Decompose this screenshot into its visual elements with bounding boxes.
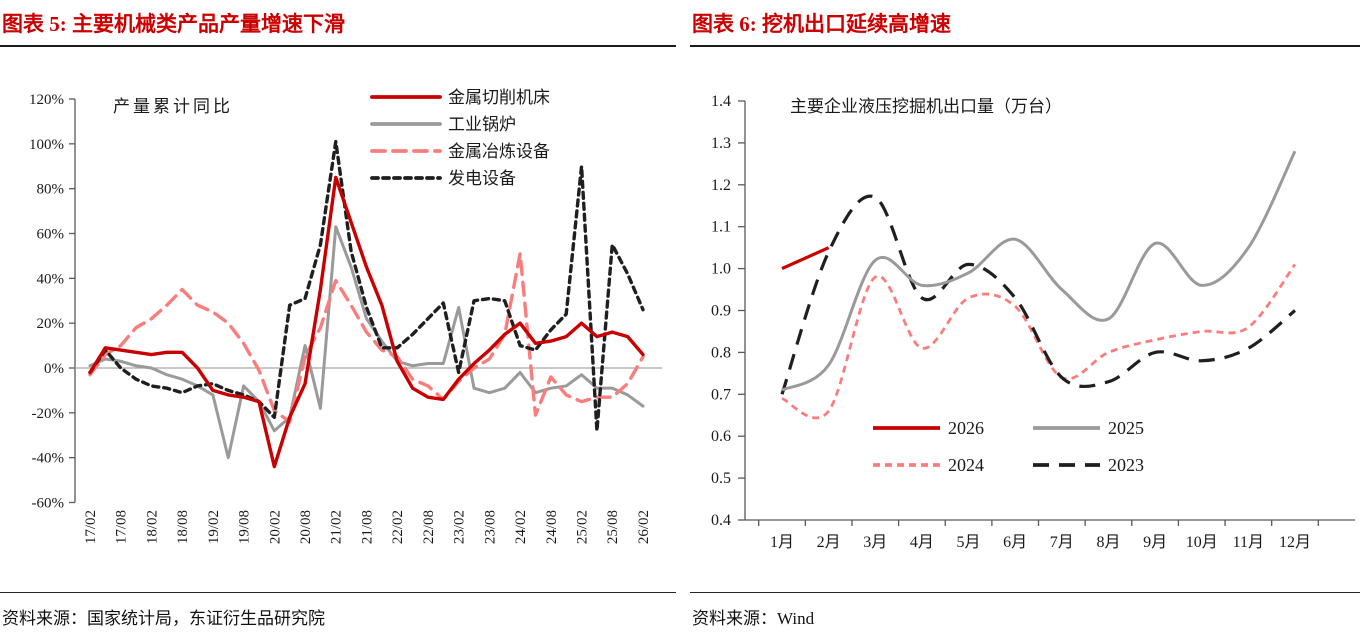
- fig6-x-tick-label: 8月: [1096, 534, 1120, 551]
- fig5-x-tick-label: 19/02: [206, 510, 222, 544]
- fig5-x-tick-label: 23/08: [482, 510, 498, 544]
- fig5-x-tick-label: 20/08: [298, 510, 314, 544]
- fig5-y-tick-label: 80%: [37, 182, 65, 198]
- fig5-y-tick-label: -40%: [32, 451, 65, 467]
- fig5-legend-label: 发电设备: [448, 169, 516, 188]
- fig6-series-0: [781, 246, 830, 271]
- fig6-x-tick-label: 4月: [910, 534, 934, 551]
- figure5-title: 图表 5: 主要机械类产品产量增速下滑: [2, 12, 345, 36]
- fig5-x-tick-label: 21/08: [359, 510, 375, 544]
- fig6-y-tick-label: 0.5: [711, 470, 731, 487]
- fig6-y-tick-label: 0.4: [711, 512, 731, 529]
- fig6-x-tick-label: 11月: [1233, 534, 1264, 551]
- fig6-x-tick-label: 2月: [817, 534, 841, 551]
- fig6-y-tick-label: 1.3: [711, 135, 731, 152]
- fig5-x-tick-label: 25/02: [575, 510, 591, 544]
- fig5-series-3: [88, 139, 645, 433]
- fig5-series-0: [88, 175, 645, 469]
- fig6-series-1: [781, 150, 1297, 392]
- fig6-x-tick-label: 1月: [770, 534, 794, 551]
- fig6-legend-label: 2025: [1108, 418, 1144, 438]
- fig6-x-tick-label: 12月: [1279, 534, 1311, 551]
- fig5-y-tick-label: 0%: [44, 361, 64, 377]
- fig6-legend-label: 2024: [948, 455, 984, 475]
- fig5-legend-label: 金属冶炼设备: [448, 142, 550, 161]
- figure5-chart: 120% 100% 80% 60% 40% 20% 0% -20% -40% -60% 17/02 1…: [29, 88, 662, 544]
- fig6-legend-item-2026: 2026: [873, 418, 984, 438]
- fig5-y-tick-label: -60%: [32, 496, 65, 512]
- fig5-y-tick-label: 40%: [37, 271, 65, 287]
- fig6-x-tick-label: 6月: [1003, 534, 1027, 551]
- figure6-title: 图表 6: 挖机出口延续高增速: [692, 12, 951, 36]
- fig5-x-tick-label: 24/08: [544, 510, 560, 544]
- fig6-legend-item-2025: 2025: [1033, 418, 1144, 438]
- fig5-x-tick-label: 18/08: [175, 510, 191, 544]
- fig6-y-tick-label: 1.2: [711, 177, 731, 194]
- fig5-x-tick-label: 18/02: [144, 510, 160, 544]
- fig6-legend-item-2024: 2024: [873, 455, 984, 475]
- fig5-legend-item-0: 金属切削机床: [370, 88, 550, 107]
- fig6-inner-title: 主要企业液压挖掘机出口量（万台）: [790, 97, 1062, 116]
- fig5-y-tick-label: 60%: [37, 226, 65, 242]
- figure6-chart: 1.4 1.3 1.2 1.1 1.0 0.9 0.8 0.7 0.6 0.5 0.4 1月 2月 3月 4…: [711, 93, 1355, 551]
- fig5-inner-title: 产量累计同比: [113, 97, 233, 116]
- fig5-x-tick-label: 17/02: [83, 510, 99, 544]
- fig5-y-tick-label: 120%: [29, 92, 64, 108]
- fig6-x-tick-label: 10月: [1186, 534, 1218, 551]
- fig5-y-tick-label: 100%: [29, 137, 64, 153]
- fig6-legend-label: 2026: [948, 418, 984, 438]
- fig5-x-tick-label: 17/08: [114, 510, 130, 544]
- fig5-x-tick-label: 20/02: [267, 510, 283, 544]
- fig5-legend-item-1: 工业锅炉: [370, 115, 516, 134]
- fig5-legend-item-3: 发电设备: [370, 169, 516, 188]
- fig6-series-2: [781, 263, 1297, 420]
- fig5-x-tick-label: 24/02: [513, 510, 529, 544]
- fig5-x-tick-label: 22/02: [390, 510, 406, 544]
- fig6-y-tick-label: 1.4: [711, 93, 731, 110]
- fig5-legend-label: 金属切削机床: [448, 88, 550, 107]
- fig5-x-tick-label: 23/02: [452, 510, 468, 544]
- fig6-y-tick-label: 1.1: [711, 219, 731, 236]
- fig5-legend-label: 工业锅炉: [448, 115, 516, 134]
- fig5-x-tick-label: 22/08: [421, 510, 437, 544]
- fig5-legend-item-2: 金属冶炼设备: [370, 142, 550, 161]
- fig6-y-tick-label: 1.0: [711, 261, 731, 278]
- fig6-series-3: [780, 194, 1297, 395]
- fig6-y-tick-label: 0.7: [711, 386, 731, 403]
- figure6-source: 资料来源：Wind: [692, 609, 815, 628]
- figure6-title-rule: [690, 45, 1360, 47]
- fig5-series-2: [88, 251, 645, 424]
- figure5-source-rule: [0, 592, 676, 593]
- fig5-x-tick-label: 26/02: [636, 510, 652, 544]
- fig6-x-tick-label: 9月: [1143, 534, 1167, 551]
- fig5-x-tick-label: 21/02: [329, 510, 345, 544]
- fig6-y-tick-label: 0.9: [711, 303, 731, 320]
- fig6-x-tick-label: 7月: [1050, 534, 1074, 551]
- fig5-series-1: [88, 225, 645, 460]
- fig6-legend-item-2023: 2023: [1033, 455, 1144, 475]
- fig6-x-tick-label: 3月: [863, 534, 887, 551]
- figure6-source-rule: [690, 592, 1360, 593]
- figure5-source: 资料来源：国家统计局，东证衍生品研究院: [2, 609, 325, 628]
- fig5-y-tick-label: 20%: [37, 316, 65, 332]
- fig5-x-tick-label: 25/08: [605, 510, 621, 544]
- fig5-x-tick-label: 19/08: [237, 510, 253, 544]
- fig6-y-tick-label: 0.6: [711, 428, 731, 445]
- fig6-legend-label: 2023: [1108, 455, 1144, 475]
- fig6-x-tick-label: 5月: [957, 534, 981, 551]
- fig6-y-tick-label: 0.8: [711, 344, 731, 361]
- fig5-y-tick-label: -20%: [32, 406, 65, 422]
- figure5-title-rule: [0, 45, 676, 47]
